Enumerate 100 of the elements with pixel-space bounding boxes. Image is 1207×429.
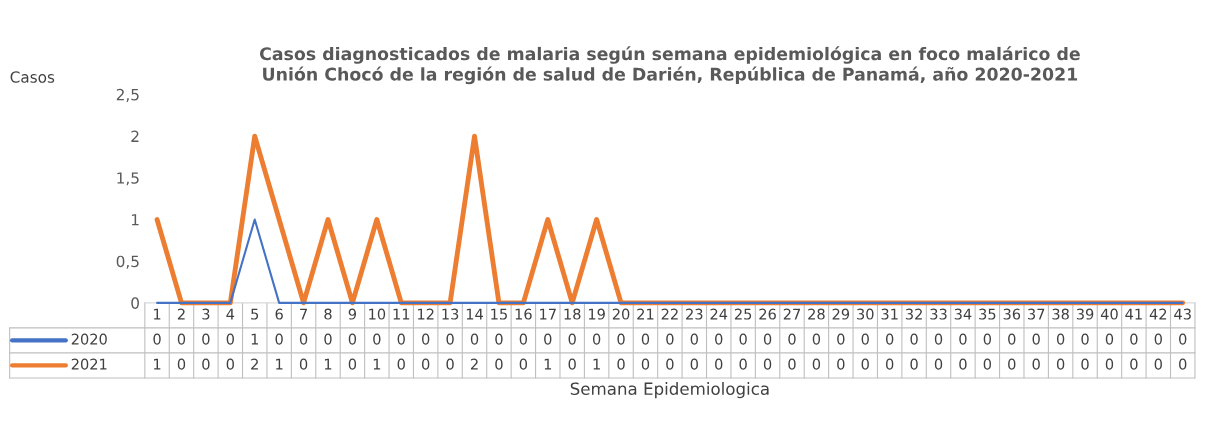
data-label: 0	[959, 333, 967, 345]
data-label: 0	[202, 358, 210, 370]
x-tick-label: 41	[1125, 308, 1142, 320]
x-tick-label: 6	[275, 308, 283, 320]
data-label: 0	[1130, 333, 1138, 345]
data-label: 0	[1179, 333, 1187, 345]
data-label: 0	[983, 333, 992, 345]
data-label: 0	[1154, 358, 1162, 370]
data-label: 0	[373, 333, 381, 345]
x-tick-label: 43	[1174, 308, 1191, 320]
data-label: 0	[275, 333, 283, 345]
data-label: 0	[1032, 358, 1040, 370]
legend-label: 2020	[71, 333, 107, 345]
data-label: 0	[715, 333, 723, 345]
data-label: 1	[373, 358, 381, 370]
x-tick-label: 35	[979, 308, 996, 320]
data-label: 0	[788, 358, 796, 370]
data-label: 0	[519, 358, 528, 370]
data-label: 0	[837, 333, 845, 345]
data-label: 0	[666, 333, 674, 345]
data-label: 0	[1032, 333, 1040, 345]
data-label: 0	[690, 333, 698, 345]
data-label: 0	[544, 333, 552, 345]
x-tick-label: 38	[1052, 308, 1069, 320]
x-tick-label: 40	[1100, 308, 1118, 320]
data-label: 0	[1130, 358, 1138, 370]
x-tick-label: 39	[1076, 308, 1094, 320]
data-label: 0	[422, 333, 430, 345]
x-tick-label: 1	[154, 308, 161, 320]
data-label: 0	[715, 358, 723, 370]
data-label: 0	[568, 358, 576, 370]
data-label: 1	[276, 358, 283, 370]
y-axis-title: Casos	[10, 71, 55, 83]
x-tick-label: 22	[661, 308, 678, 320]
data-label: 0	[177, 358, 186, 370]
x-tick-label: 13	[442, 308, 459, 320]
data-label: 0	[1105, 333, 1114, 345]
x-tick-label: 29	[832, 308, 850, 320]
data-label: 1	[593, 358, 600, 370]
data-label: 0	[470, 333, 479, 345]
data-label: 0	[812, 358, 821, 370]
x-tick-label: 32	[905, 308, 922, 320]
data-label: 0	[641, 358, 650, 370]
data-label: 1	[154, 358, 161, 370]
data-label: 0	[422, 358, 430, 370]
data-label: 0	[763, 358, 772, 370]
data-label: 0	[397, 358, 405, 370]
data-label: 0	[861, 333, 869, 345]
y-tick-label: 0	[131, 297, 139, 309]
data-label: 0	[397, 333, 405, 345]
y-tick-label: 1,5	[117, 172, 139, 186]
data-label: 0	[1179, 358, 1187, 370]
x-axis-title: Semana Epidemiologica	[570, 382, 769, 399]
data-label: 0	[324, 333, 332, 345]
data-label: 0	[617, 333, 625, 345]
x-tick-label: 31	[881, 308, 898, 320]
data-label: 0	[812, 333, 821, 345]
chart-title: Casos diagnosticados de malaria según semana epidemiológica en foco malárico de Unión Chocó de la región de salud de Darién, República de Panamá, año 2020-2021	[259, 46, 1080, 85]
y-tick-label: 2,5	[116, 88, 139, 102]
data-label: 0	[983, 358, 992, 370]
x-tick-label: 30	[857, 308, 874, 320]
x-tick-label: 8	[324, 308, 332, 320]
x-tick-label: 36	[1003, 308, 1021, 320]
data-label: 0	[348, 333, 357, 345]
data-label: 2	[251, 358, 258, 370]
x-tick-label: 37	[1028, 308, 1045, 320]
x-tick-label: 19	[588, 308, 605, 320]
data-label: 0	[885, 333, 894, 345]
x-tick-label: 3	[202, 308, 210, 320]
x-tick-label: 10	[369, 308, 386, 320]
data-label: 0	[226, 358, 234, 370]
x-tick-label: 26	[759, 308, 776, 320]
x-tick-label: 4	[226, 308, 235, 320]
data-label: 0	[1008, 358, 1016, 370]
data-label: 1	[544, 358, 552, 370]
data-label: 0	[861, 358, 869, 370]
data-label: 0	[153, 333, 161, 345]
data-label: 0	[934, 333, 943, 345]
x-tick-label: 15	[491, 308, 507, 320]
data-label: 0	[299, 358, 308, 370]
data-label: 0	[1154, 333, 1162, 345]
data-label: 1	[324, 358, 332, 370]
data-label: 0	[934, 358, 943, 370]
x-tick-label: 14	[466, 308, 483, 320]
data-label: 0	[739, 358, 747, 370]
data-label: 0	[592, 333, 601, 345]
x-tick-label: 12	[418, 308, 434, 320]
data-label: 0	[568, 333, 576, 345]
data-label: 0	[666, 358, 674, 370]
data-label: 0	[837, 358, 845, 370]
data-label: 0	[495, 358, 503, 370]
data-label: 0	[959, 358, 967, 370]
data-label: 0	[763, 333, 772, 345]
data-label: 0	[1056, 333, 1065, 345]
data-label: 0	[495, 333, 503, 345]
data-label: 0	[885, 358, 894, 370]
x-tick-label: 33	[930, 308, 947, 320]
x-tick-label: 25	[734, 308, 752, 320]
x-tick-label: 21	[637, 308, 654, 320]
data-label: 0	[348, 358, 357, 370]
